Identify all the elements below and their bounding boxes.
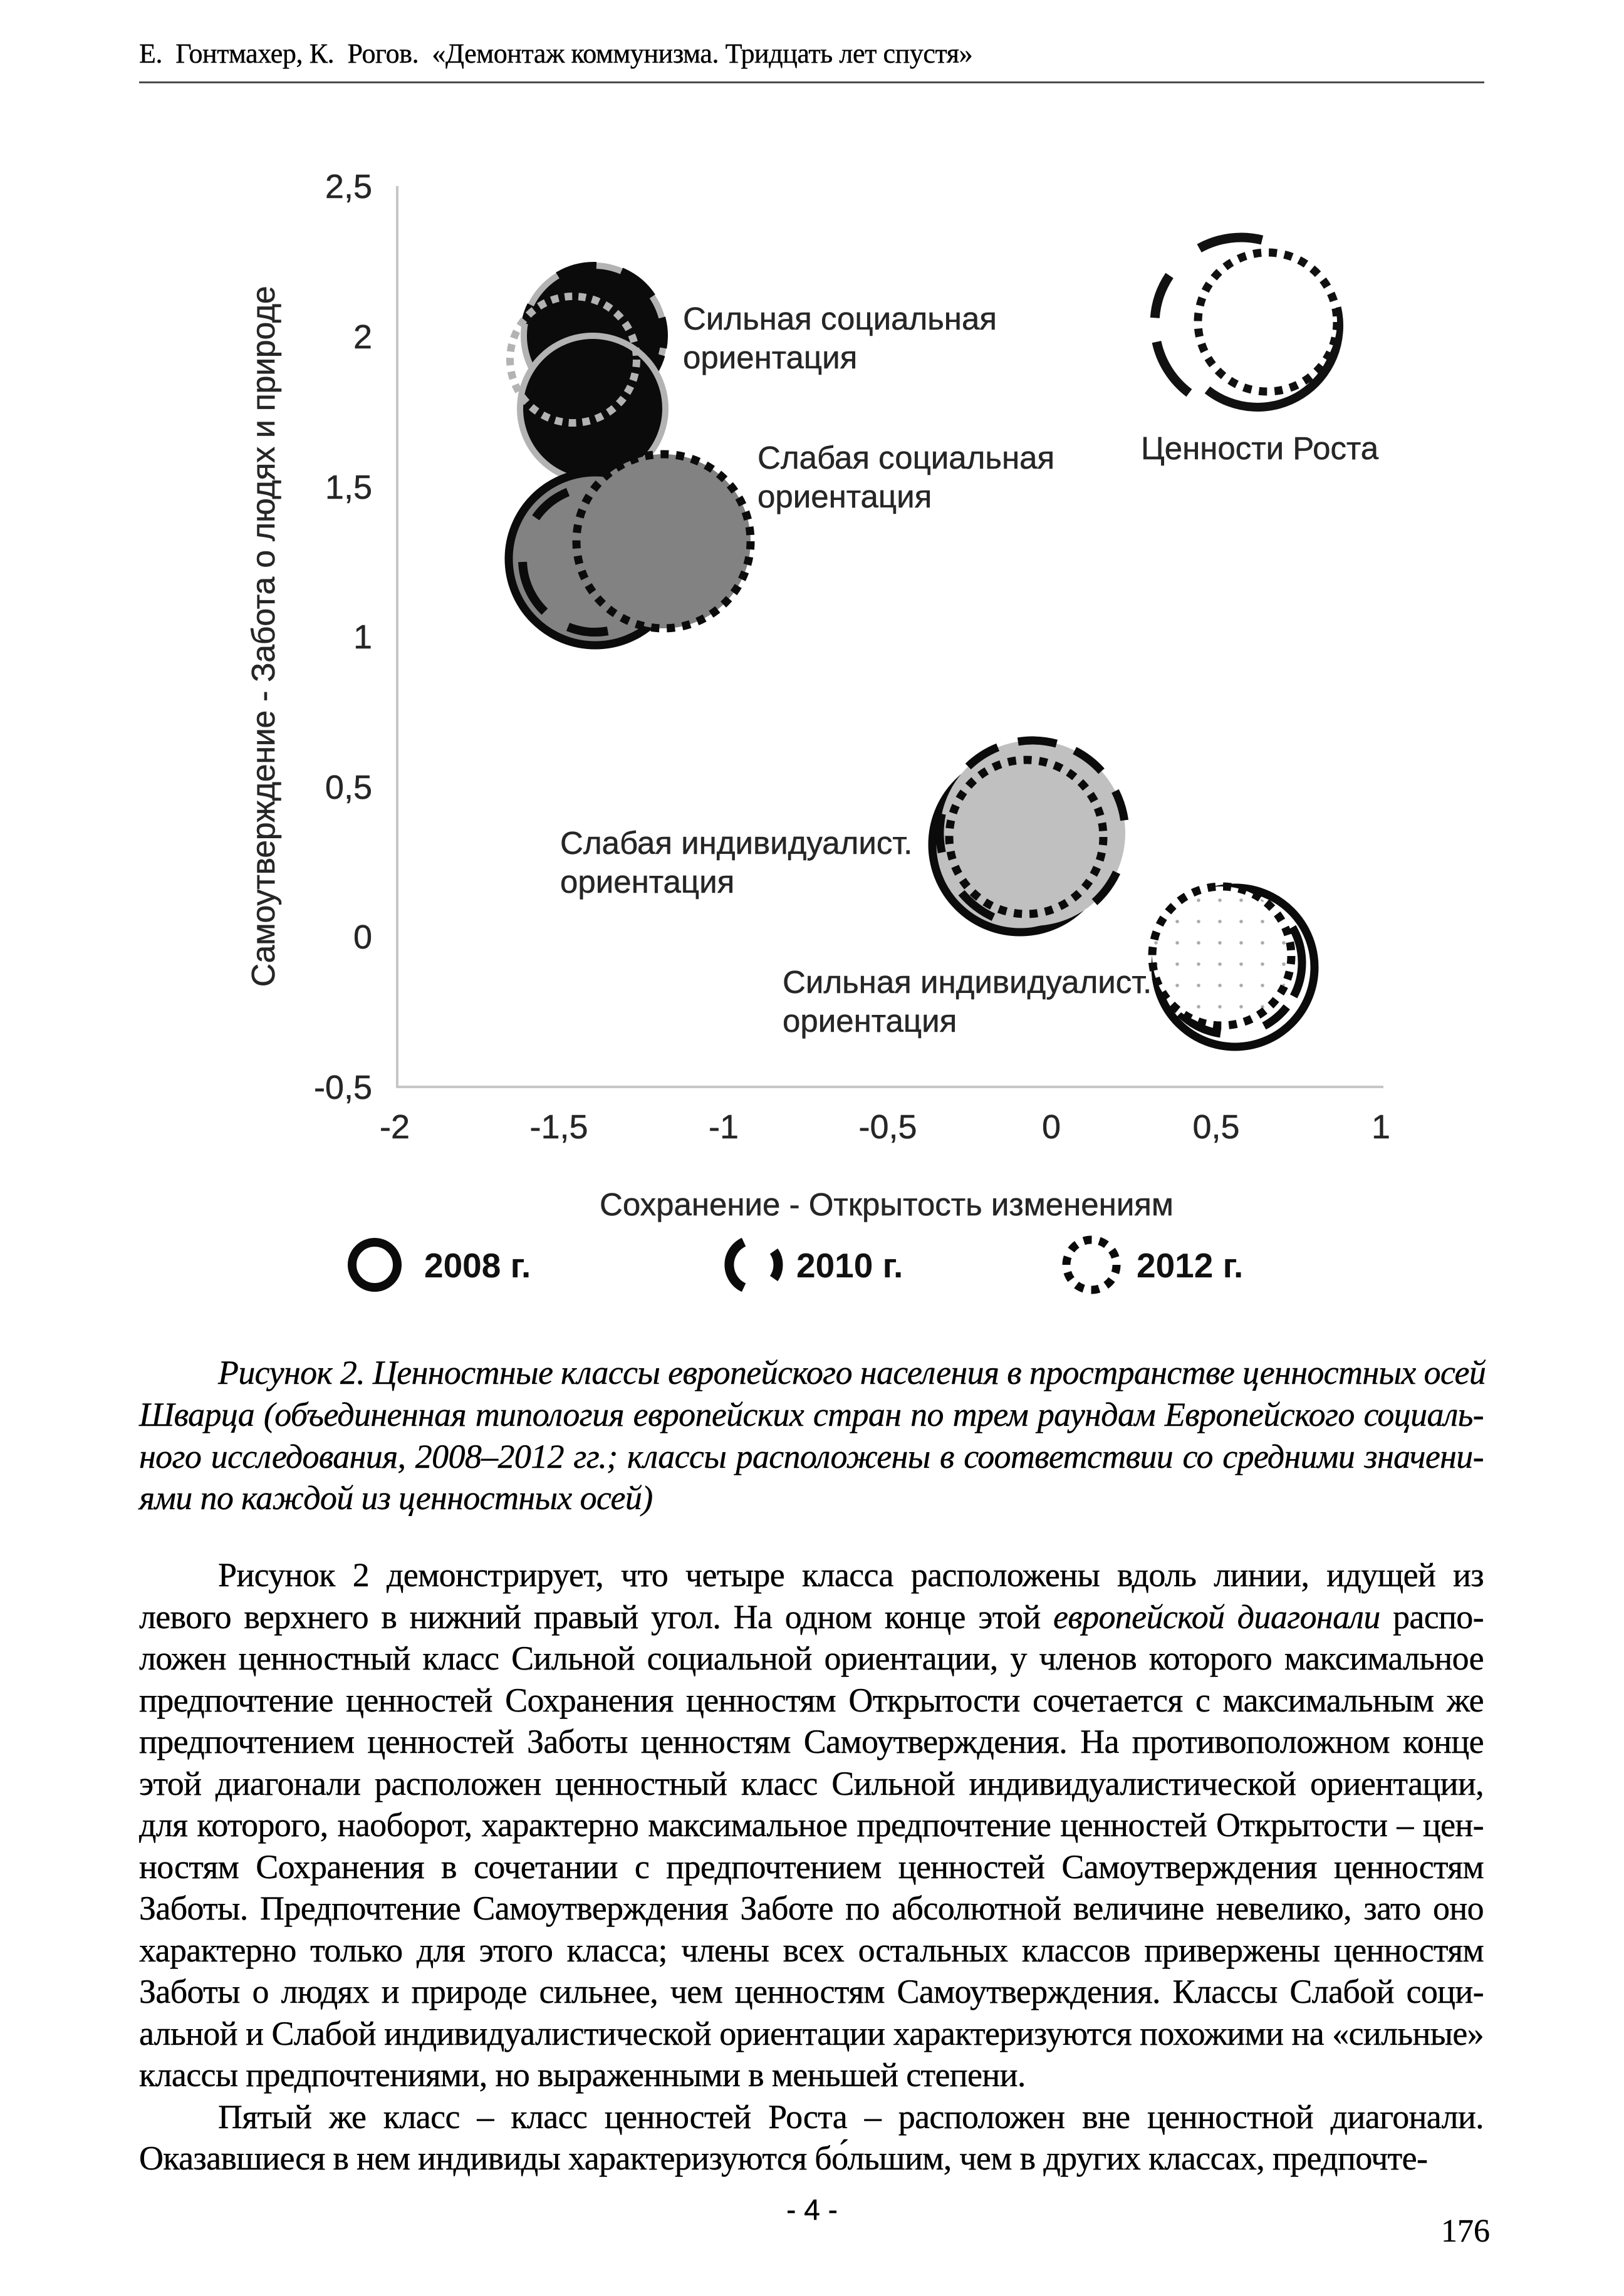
svg-text:2008 г.: 2008 г. (424, 1246, 531, 1285)
svg-text:-1,5: -1,5 (529, 1108, 588, 1146)
svg-text:ориентация: ориентация (757, 479, 932, 514)
svg-text:2012 г.: 2012 г. (1137, 1246, 1243, 1285)
svg-text:1,5: 1,5 (325, 469, 372, 506)
svg-text:-0,5: -0,5 (314, 1069, 372, 1106)
svg-text:Сильная социальная: Сильная социальная (683, 301, 997, 336)
svg-text:Самоутверждение - Забота о люд: Самоутверждение - Забота о людях и приро… (246, 286, 282, 987)
svg-text:Слабая социальная: Слабая социальная (757, 440, 1054, 475)
svg-text:-2: -2 (380, 1108, 410, 1146)
svg-text:2: 2 (353, 318, 372, 356)
svg-text:1: 1 (353, 618, 372, 656)
svg-text:0: 0 (1042, 1108, 1061, 1146)
svg-text:0,5: 0,5 (1192, 1108, 1239, 1146)
svg-text:2,5: 2,5 (325, 168, 372, 205)
svg-text:2010 г.: 2010 г. (796, 1246, 903, 1285)
svg-text:0: 0 (353, 918, 372, 956)
svg-text:ориентация: ориентация (560, 864, 734, 900)
svg-text:ориентация: ориентация (783, 1003, 957, 1039)
svg-text:0,5: 0,5 (325, 769, 372, 806)
svg-text:-0,5: -0,5 (858, 1108, 917, 1146)
svg-text:Ценности Роста: Ценности Роста (1141, 430, 1379, 466)
svg-text:-1: -1 (709, 1108, 739, 1146)
svg-text:1: 1 (1372, 1108, 1390, 1146)
svg-text:Сильная индивидуалист.: Сильная индивидуалист. (783, 964, 1152, 1000)
svg-text:Слабая индивидуалист.: Слабая индивидуалист. (560, 825, 912, 861)
svg-text:ориентация: ориентация (683, 340, 857, 375)
svg-text:Сохранение - Открытость измене: Сохранение - Открытость изменениям (600, 1187, 1174, 1222)
